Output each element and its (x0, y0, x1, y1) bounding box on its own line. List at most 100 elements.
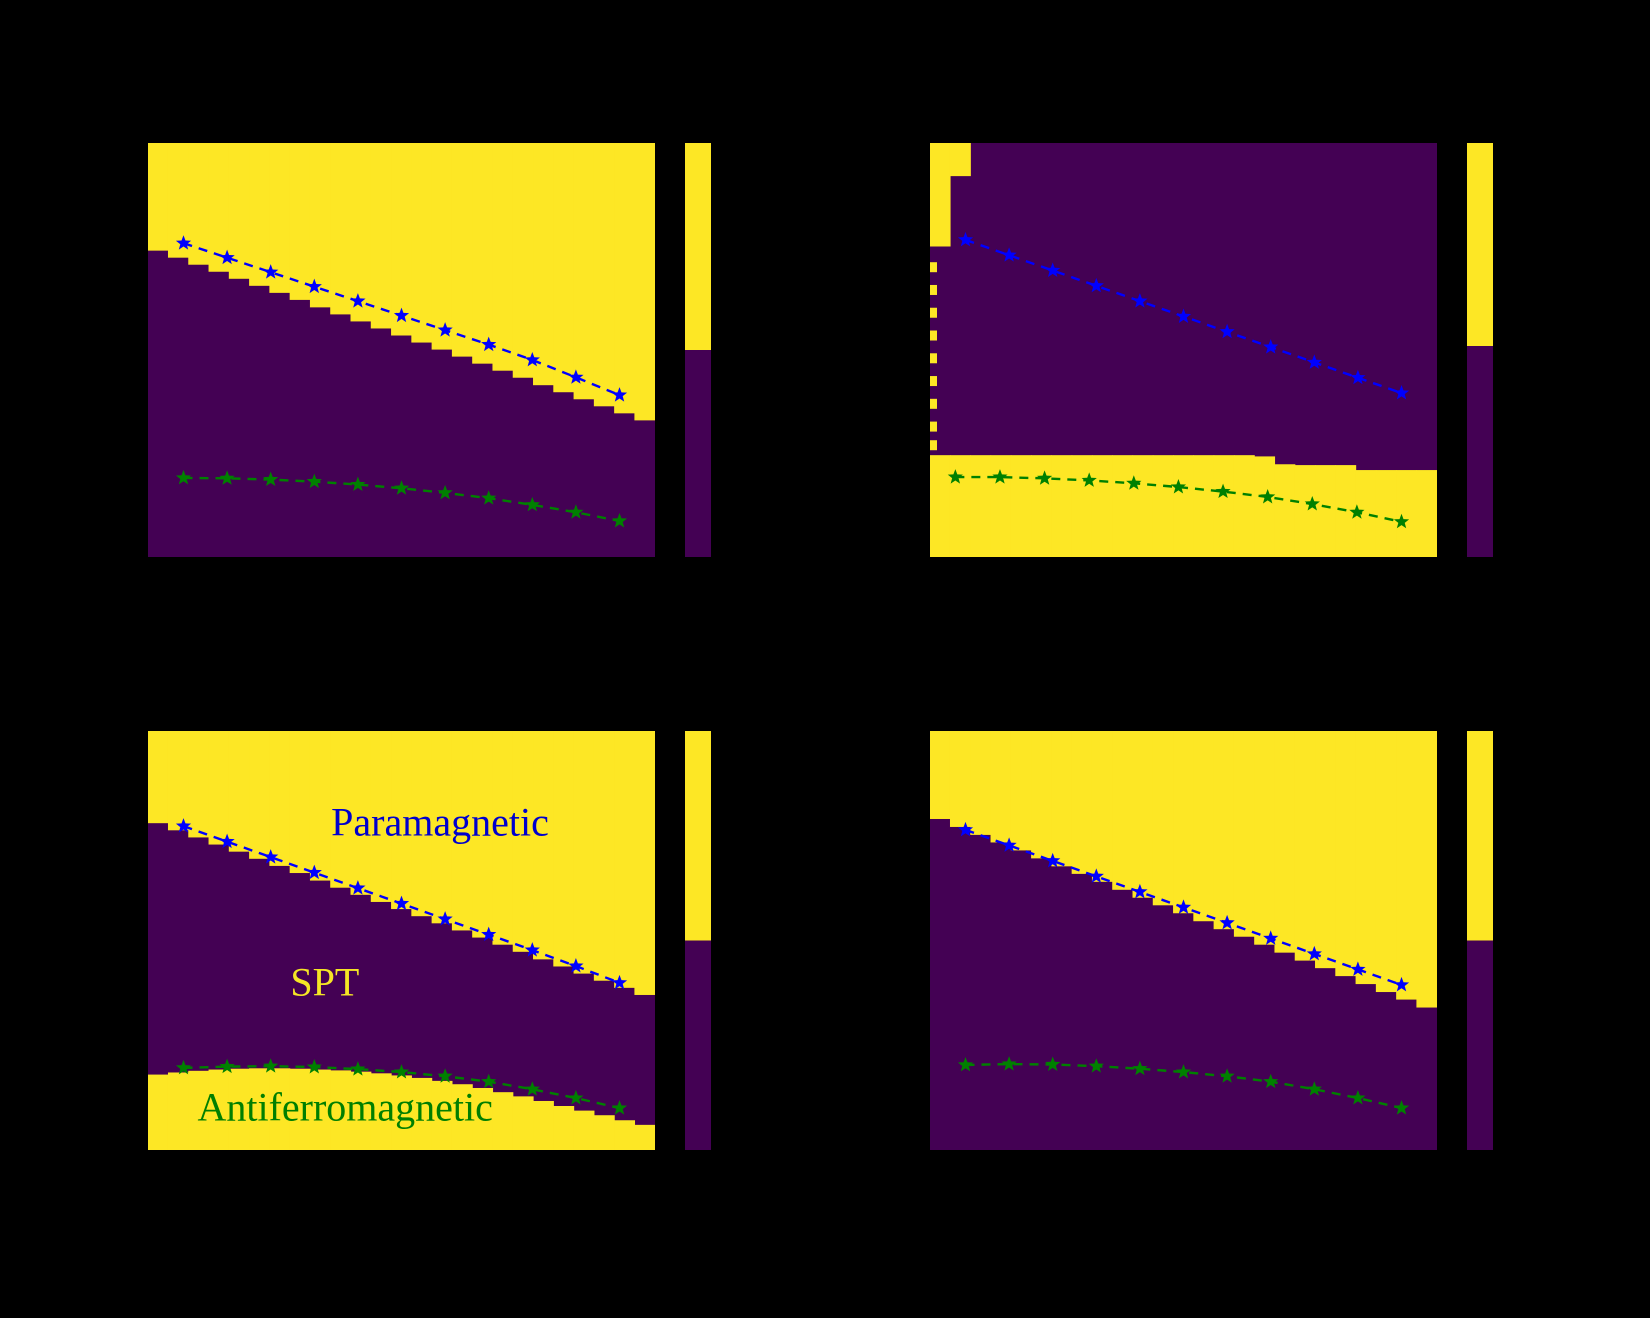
upper-transition-line-marker (393, 307, 410, 323)
upper-transition-line-marker (393, 895, 410, 911)
upper-transition-line-marker (1219, 323, 1235, 339)
upper-transition-line-marker (1088, 277, 1104, 293)
upper-transition-line-marker (263, 849, 279, 864)
upper-transition-line-marker (175, 235, 192, 250)
lower-transition-line-marker (1170, 479, 1187, 494)
upper-transition-line-marker (611, 974, 628, 990)
upper-transition-line-marker (437, 322, 453, 337)
edge-dash (930, 307, 937, 318)
upper-transition-line-marker (1001, 837, 1017, 852)
lower-transition-line-marker (306, 473, 322, 489)
lower-transition-line-marker (306, 1059, 322, 1074)
lower-transition-line-marker (1260, 488, 1276, 504)
lower-transition-line-marker (1349, 504, 1365, 519)
upper-transition-line-marker (481, 336, 497, 352)
lower-transition-line (183, 476, 620, 523)
upper-transition-line-marker (1045, 262, 1061, 277)
upper-transition-line-marker (1306, 354, 1322, 369)
upper-transition-line-marker (350, 293, 366, 308)
upper-transition-line-marker (957, 231, 974, 247)
upper-transition-line-marker (1132, 293, 1148, 308)
upper-transition-line-marker (1045, 852, 1061, 868)
upper-transition-line-marker (1001, 247, 1017, 262)
edge-dash (930, 398, 937, 409)
lower-transition-line-marker (1001, 1056, 1017, 1071)
upper-transition-line-marker (263, 264, 279, 279)
colorbar-c (685, 731, 711, 1150)
colorbar-b (1467, 143, 1493, 557)
lower-transition-line-marker (350, 1061, 366, 1076)
colorbar-a (685, 143, 711, 557)
lower-transition-line-marker (219, 1058, 235, 1074)
lower-transition-line-marker (481, 490, 497, 505)
lower-transition-line-marker (393, 1064, 410, 1079)
lower-transition-line-marker (1081, 472, 1097, 487)
edge-dash (930, 284, 937, 295)
lower-transition-line-marker (524, 1081, 540, 1096)
lower-transition-line-marker (524, 496, 540, 512)
upper-transition-line-marker (1175, 899, 1192, 914)
upper-transition-line-marker (1219, 914, 1235, 930)
edge-dash (930, 262, 937, 273)
lower-transition-line-marker (1215, 483, 1231, 499)
lower-transition-line-marker (568, 1090, 584, 1105)
lower-transition-line-marker (1263, 1073, 1279, 1089)
lower-transition-line-marker (219, 470, 235, 485)
upper-transition-line-marker (1306, 945, 1322, 961)
upper-transition-line-marker (1393, 976, 1410, 992)
colorbar-d (1467, 731, 1493, 1150)
lower-transition-line-marker (1350, 1090, 1366, 1105)
lower-transition-line-marker (350, 476, 366, 492)
lower-transition-line-marker (1036, 470, 1053, 485)
upper-transition-line-marker (350, 880, 366, 895)
edge-dash (930, 421, 937, 432)
upper-transition-line-marker (1393, 385, 1410, 400)
lower-transition-line (183, 1064, 620, 1110)
lower-transition-line-marker (992, 469, 1008, 484)
edge-dash (930, 330, 937, 341)
lower-transition-line-marker (1175, 1064, 1192, 1079)
upper-transition-line-marker (437, 911, 453, 926)
edge-dash (930, 376, 937, 387)
upper-transition-line-marker (1350, 961, 1366, 976)
upper-transition-line-marker (1263, 339, 1279, 354)
upper-transition-line-marker (306, 278, 322, 294)
lower-transition-line (955, 475, 1402, 523)
phase-diagram-panel-b (929, 143, 1438, 557)
lower-transition-line-marker (1393, 513, 1410, 529)
phase-diagram-panel-d (929, 731, 1438, 1150)
upper-transition-line-marker (568, 958, 584, 973)
lower-transition-line-marker (1132, 1060, 1148, 1076)
lower-transition-line-marker (1219, 1068, 1235, 1083)
upper-transition-line-marker (175, 818, 192, 833)
heatmap-c: Paramagnetic SPT Antiferromagnetic (147, 731, 656, 1150)
spt-label: SPT (290, 960, 359, 1005)
upper-transition-line-marker (568, 369, 584, 384)
lower-transition-line-marker (437, 1068, 453, 1083)
edge-dash (930, 353, 937, 364)
lower-transition-line-marker (1393, 1100, 1410, 1115)
upper-transition-line-marker (1088, 868, 1104, 883)
lower-transition-line-marker (175, 1059, 192, 1075)
lower-transition-line-marker (1045, 1056, 1061, 1071)
phase-diagram-panel-a (147, 143, 656, 557)
lower-transition-line-marker (1126, 475, 1142, 490)
upper-transition-line-marker (1175, 308, 1192, 323)
upper-transition-line-marker (524, 351, 540, 367)
upper-transition-line-marker (524, 942, 540, 957)
lower-transition-line-marker (957, 1056, 974, 1072)
lower-transition-line-marker (437, 484, 453, 500)
lower-transition-line-marker (393, 480, 410, 495)
upper-transition-line-marker (219, 833, 235, 849)
lower-transition-line-marker (263, 1058, 279, 1073)
upper-transition-line-marker (1132, 883, 1148, 899)
lower-transition-line-marker (611, 512, 628, 528)
upper-transition-line-marker (219, 249, 235, 265)
lower-transition-line-marker (611, 1100, 628, 1115)
upper-transition-line-marker (481, 926, 497, 942)
upper-transition-line-marker (1263, 930, 1279, 945)
upper-transition-line-marker (611, 387, 628, 402)
heatmap-a (147, 143, 656, 557)
phase-diagram-panel-c: Paramagnetic SPT Antiferromagnetic (147, 731, 656, 1150)
